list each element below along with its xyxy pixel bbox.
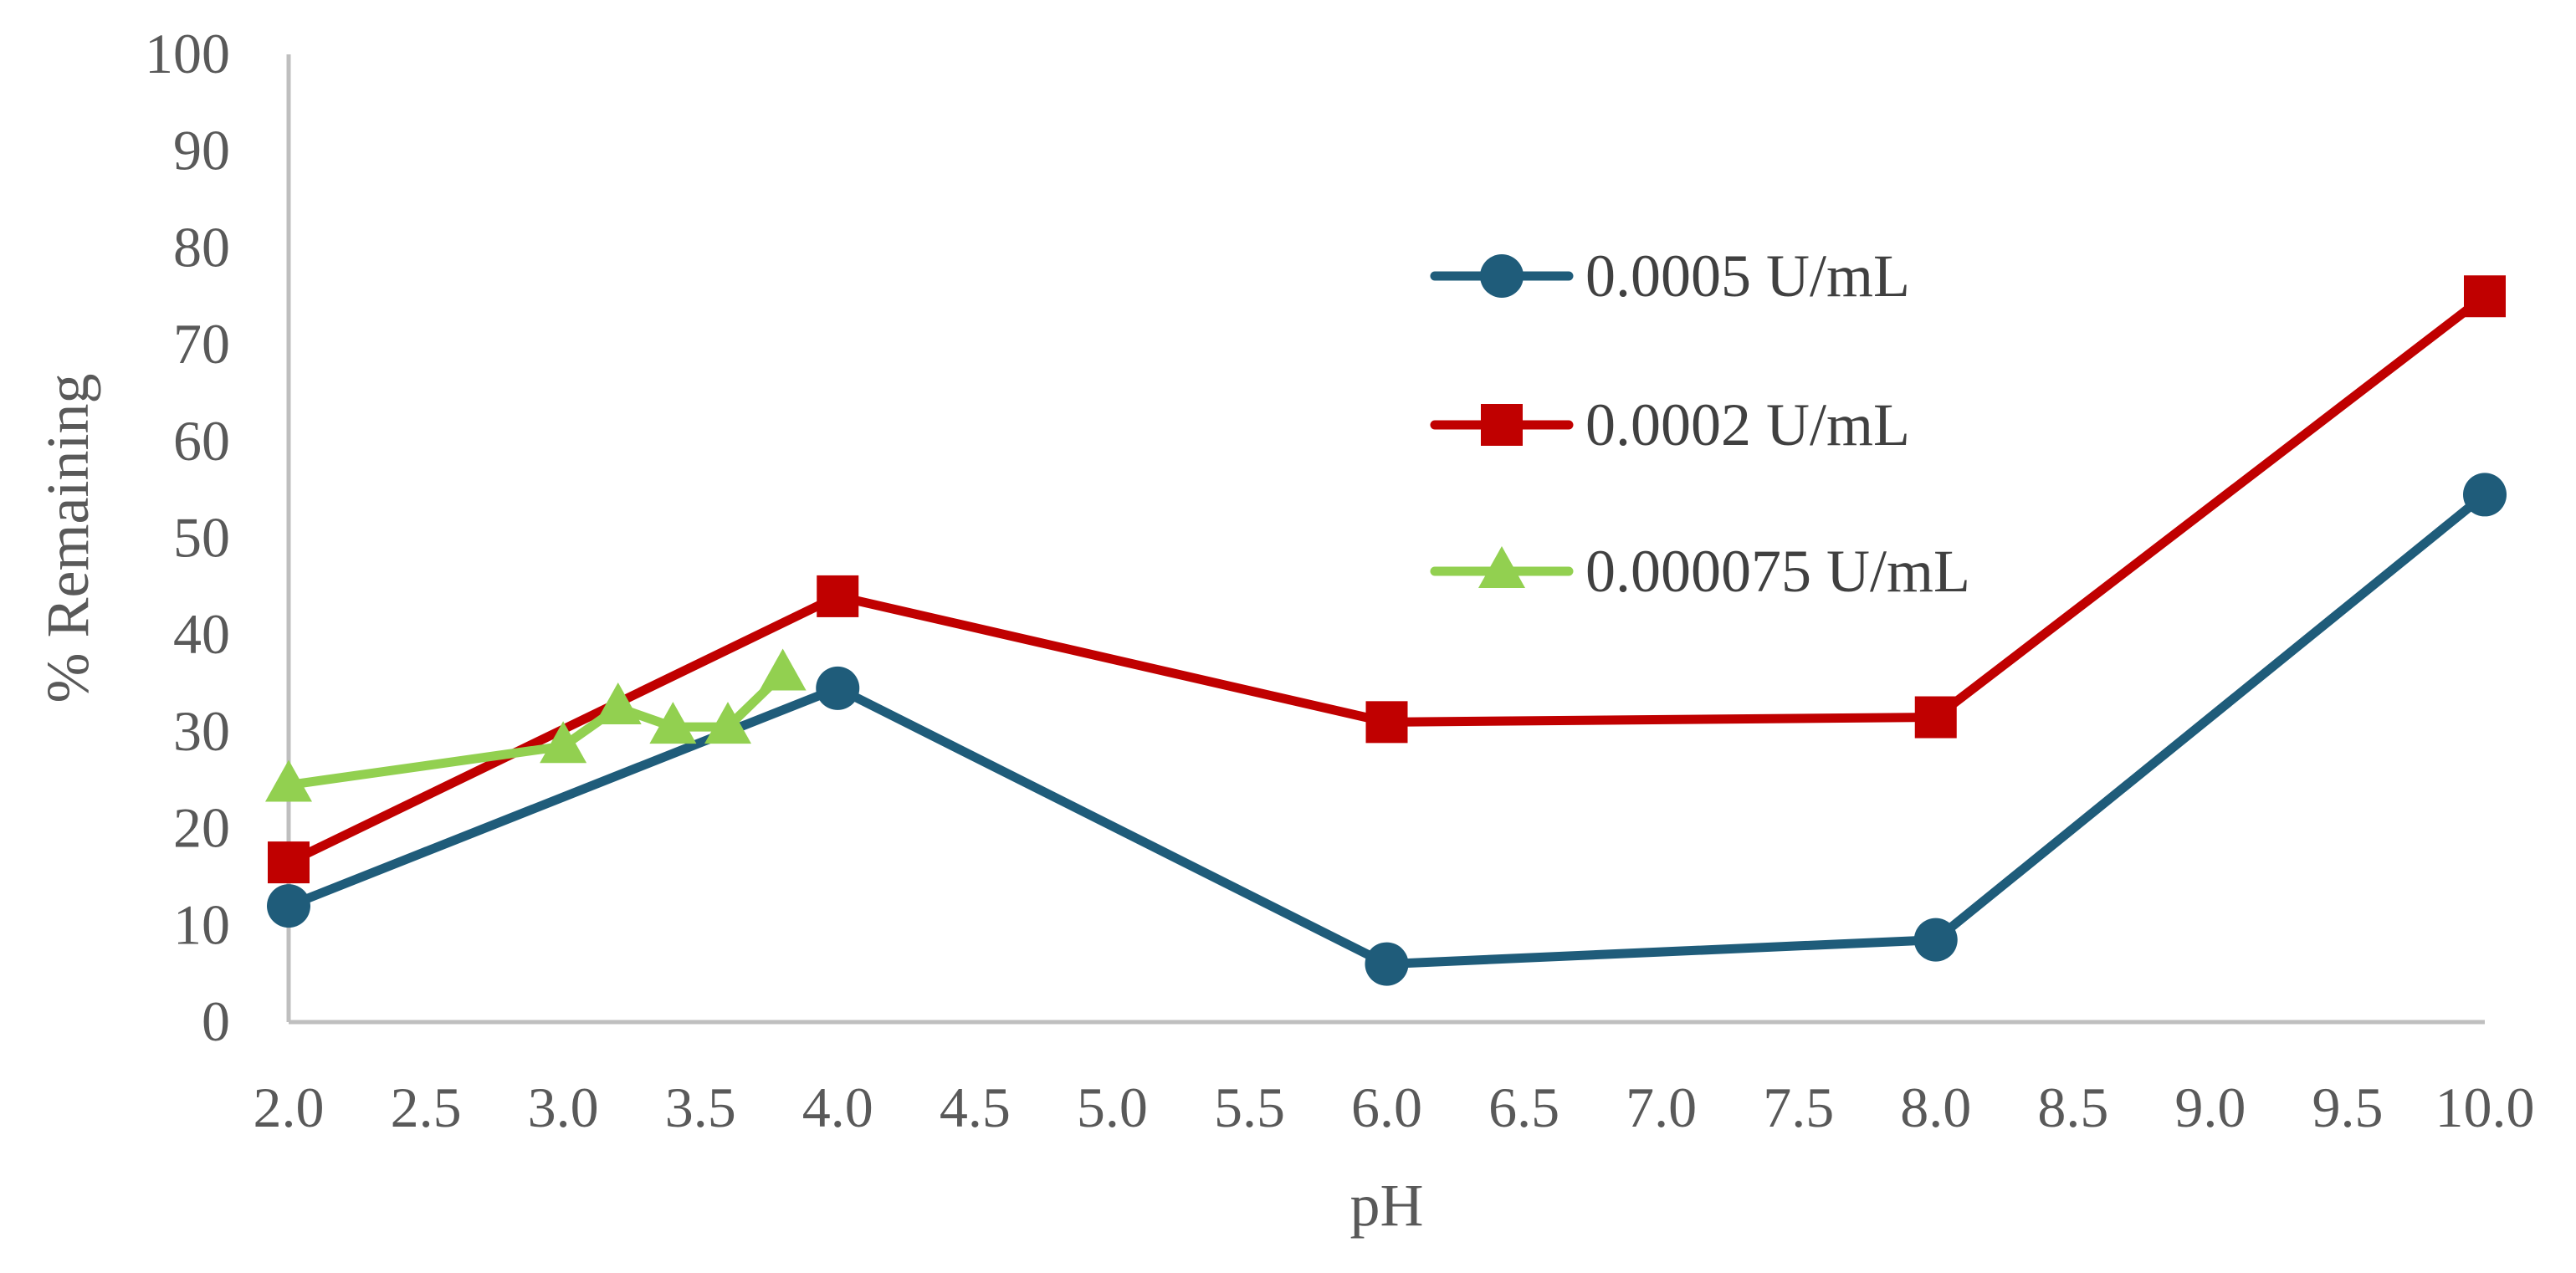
x-tick-label: 9.5 xyxy=(2312,1076,2383,1139)
series-2 xyxy=(268,275,2506,884)
x-tick-label: 8.0 xyxy=(1900,1076,1971,1139)
x-tick-label: 3.5 xyxy=(665,1076,736,1139)
data-point xyxy=(267,884,310,928)
series-3 xyxy=(265,648,807,802)
data-point xyxy=(540,721,587,764)
x-tick-label: 2.0 xyxy=(254,1076,325,1139)
y-axis-title: % Remaining xyxy=(34,374,101,703)
series-layer xyxy=(265,275,2507,986)
data-point xyxy=(759,648,807,691)
x-tick-label: 9.0 xyxy=(2174,1076,2246,1139)
legend-marker xyxy=(1481,404,1523,446)
data-point xyxy=(816,666,860,710)
y-axis-ticks: 0 10 20 30 40 50 60 70 80 90 100 xyxy=(145,22,230,1053)
x-tick-label: 3.0 xyxy=(528,1076,599,1139)
data-point xyxy=(268,841,310,884)
data-point xyxy=(2463,473,2507,517)
legend-marker xyxy=(1480,254,1524,298)
y-tick-label: 10 xyxy=(173,892,230,956)
legend-item: 0.0002 U/mL xyxy=(1430,391,1910,458)
y-tick-label: 70 xyxy=(173,312,230,376)
data-point xyxy=(649,702,697,744)
legend-label: 0.000075 U/mL xyxy=(1585,538,1970,605)
y-tick-label: 30 xyxy=(173,699,230,763)
legend-item: 0.000075 U/mL xyxy=(1430,538,1970,605)
x-tick-label: 8.5 xyxy=(2037,1076,2108,1139)
x-tick-label: 7.0 xyxy=(1626,1076,1697,1139)
x-tick-label: 5.0 xyxy=(1077,1076,1148,1139)
y-tick-label: 0 xyxy=(202,989,230,1053)
data-point xyxy=(594,682,642,724)
data-point xyxy=(1365,942,1409,986)
y-tick-label: 80 xyxy=(173,215,230,279)
legend-label: 0.0005 U/mL xyxy=(1585,243,1910,309)
data-point xyxy=(704,702,751,744)
data-point xyxy=(1365,701,1408,744)
series-line xyxy=(284,668,788,790)
data-point xyxy=(817,575,859,617)
x-axis-ticks: 2.0 2.5 3.0 3.5 4.0 4.5 5.0 5.5 6.0 6.5 7.0 7.5 8.0 8… xyxy=(254,1076,2535,1139)
data-point xyxy=(1914,696,1957,739)
x-tick-label: 5.5 xyxy=(1214,1076,1285,1139)
x-tick-label: 6.5 xyxy=(1488,1076,1559,1139)
legend-item: 0.0005 U/mL xyxy=(1430,243,1910,309)
y-tick-label: 90 xyxy=(173,119,230,182)
legend-label: 0.0002 U/mL xyxy=(1585,391,1910,458)
y-tick-label: 60 xyxy=(173,409,230,473)
x-axis-title: pH xyxy=(1350,1172,1424,1239)
series-1 xyxy=(267,473,2507,986)
y-tick-label: 100 xyxy=(145,22,230,85)
legend-marker xyxy=(1478,546,1525,588)
y-tick-label: 20 xyxy=(173,796,230,860)
x-tick-label: 6.0 xyxy=(1351,1076,1422,1139)
data-point xyxy=(1913,918,1958,962)
x-tick-label: 10.0 xyxy=(2435,1076,2535,1139)
data-point xyxy=(2464,275,2506,318)
x-tick-label: 2.5 xyxy=(391,1076,462,1139)
legend: 0.0005 U/mL 0.0002 U/mL 0.000075 U/mL xyxy=(1430,243,1970,605)
y-tick-label: 50 xyxy=(173,506,230,570)
data-point xyxy=(265,759,312,802)
x-tick-label: 4.5 xyxy=(940,1076,1011,1139)
x-tick-label: 4.0 xyxy=(802,1076,873,1139)
x-tick-label: 7.5 xyxy=(1763,1076,1834,1139)
y-tick-label: 40 xyxy=(173,602,230,666)
